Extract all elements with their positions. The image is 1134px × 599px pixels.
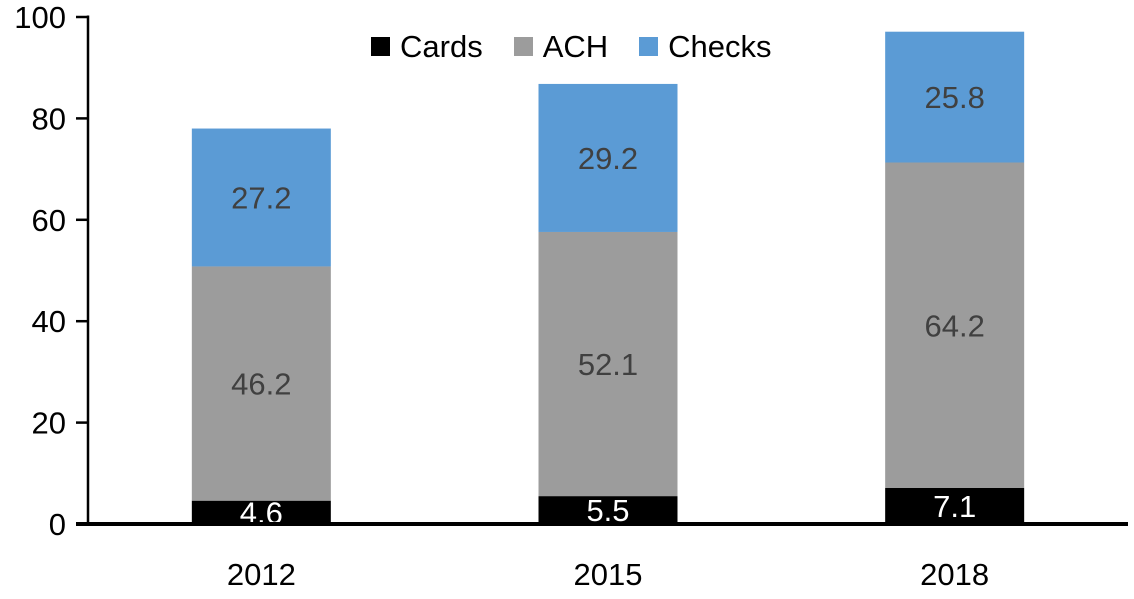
x-tick-label: 2015 bbox=[574, 557, 643, 592]
bar-segment-cards-2012 bbox=[191, 500, 331, 524]
legend-swatch-cards-icon bbox=[371, 37, 390, 57]
legend-label-checks: Checks bbox=[668, 29, 772, 64]
legend-item-ach: ACH bbox=[513, 29, 609, 65]
bar-value-label-ach-2018: 64.2 bbox=[924, 308, 984, 343]
bar-segment-cards-2018 bbox=[885, 488, 1025, 524]
y-tick-label: 100 bbox=[14, 0, 66, 35]
bar-value-label-ach-2012: 46.2 bbox=[231, 367, 291, 402]
legend-swatch-checks-icon bbox=[639, 37, 659, 57]
legend-label-cards: Cards bbox=[400, 29, 483, 64]
y-tick-label: 80 bbox=[32, 101, 66, 136]
bar-segment-ach-2018 bbox=[885, 162, 1025, 489]
chart-legend: Cards ACH Checks bbox=[371, 29, 772, 65]
bar-segment-ach-2012 bbox=[191, 266, 331, 501]
x-tick-label: 2018 bbox=[920, 557, 989, 592]
bar-segment-checks-2015 bbox=[538, 83, 678, 232]
bar-value-label-cards-2018: 7.1 bbox=[933, 489, 976, 524]
x-tick-label: 2012 bbox=[227, 557, 296, 592]
bar-value-label-checks-2015: 29.2 bbox=[578, 141, 638, 176]
legend-item-checks: Checks bbox=[639, 29, 772, 65]
y-tick-label: 0 bbox=[49, 507, 66, 542]
bar-segment-cards-2015 bbox=[538, 496, 678, 524]
bar-value-label-checks-2012: 27.2 bbox=[231, 180, 291, 215]
legend-item-cards: Cards bbox=[371, 29, 483, 65]
y-tick-label: 20 bbox=[32, 406, 66, 441]
bar-segment-checks-2012 bbox=[191, 128, 331, 267]
bar-value-label-ach-2015: 52.1 bbox=[578, 347, 638, 382]
legend-label-ach: ACH bbox=[542, 29, 609, 64]
bar-segment-ach-2015 bbox=[538, 231, 678, 497]
y-tick-label: 60 bbox=[32, 203, 66, 238]
bar-segment-checks-2018 bbox=[885, 31, 1025, 163]
y-tick-label: 40 bbox=[32, 304, 66, 339]
bar-value-label-checks-2018: 25.8 bbox=[924, 80, 984, 115]
legend-swatch-ach-icon bbox=[513, 37, 533, 57]
